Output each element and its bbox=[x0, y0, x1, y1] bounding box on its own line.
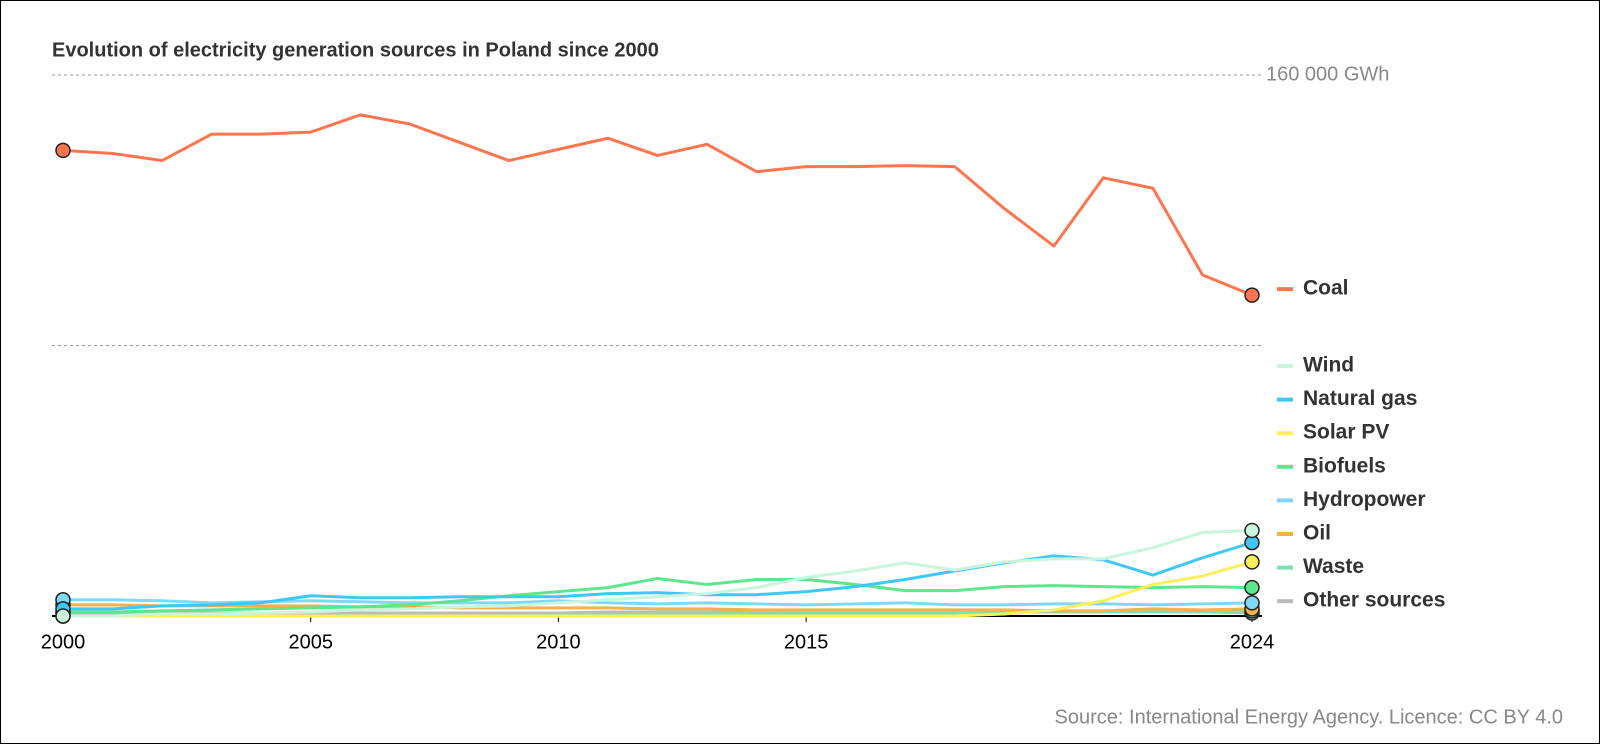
end-marker bbox=[55, 142, 71, 159]
series-line bbox=[63, 541, 1253, 611]
end-marker bbox=[1244, 554, 1260, 570]
legend-label: Biofuels bbox=[1303, 454, 1386, 477]
end-marker bbox=[1244, 287, 1260, 303]
legend-label: Oil bbox=[1303, 522, 1331, 545]
end-marker bbox=[1244, 595, 1260, 611]
x-tick-label: 2024 bbox=[1230, 631, 1275, 653]
series-line bbox=[62, 113, 1253, 297]
chart-title: Evolution of electricity generation sour… bbox=[52, 39, 659, 61]
x-tick-label: 2000 bbox=[41, 631, 86, 653]
series-line bbox=[63, 576, 1253, 614]
legend-label: Wind bbox=[1303, 354, 1354, 377]
end-marker bbox=[55, 608, 71, 624]
series-line bbox=[63, 528, 1253, 618]
legend-label: Waste bbox=[1303, 555, 1364, 578]
legend-label: Coal bbox=[1303, 277, 1349, 300]
legend-label: Natural gas bbox=[1303, 387, 1417, 410]
series-line bbox=[63, 560, 1253, 618]
y-tick-label: 160 000 GWh bbox=[1266, 63, 1389, 85]
legend-label: Hydropower bbox=[1303, 488, 1426, 511]
end-marker bbox=[1244, 522, 1260, 539]
legend-label: Other sources bbox=[1303, 589, 1445, 612]
end-marker bbox=[1244, 579, 1260, 596]
x-tick-label: 2010 bbox=[536, 631, 581, 653]
x-tick-label: 2015 bbox=[784, 631, 829, 653]
legend-label: Solar PV bbox=[1303, 421, 1389, 444]
x-tick-label: 2005 bbox=[288, 631, 333, 653]
source-note: Source: International Energy Agency. Lic… bbox=[1055, 706, 1563, 728]
